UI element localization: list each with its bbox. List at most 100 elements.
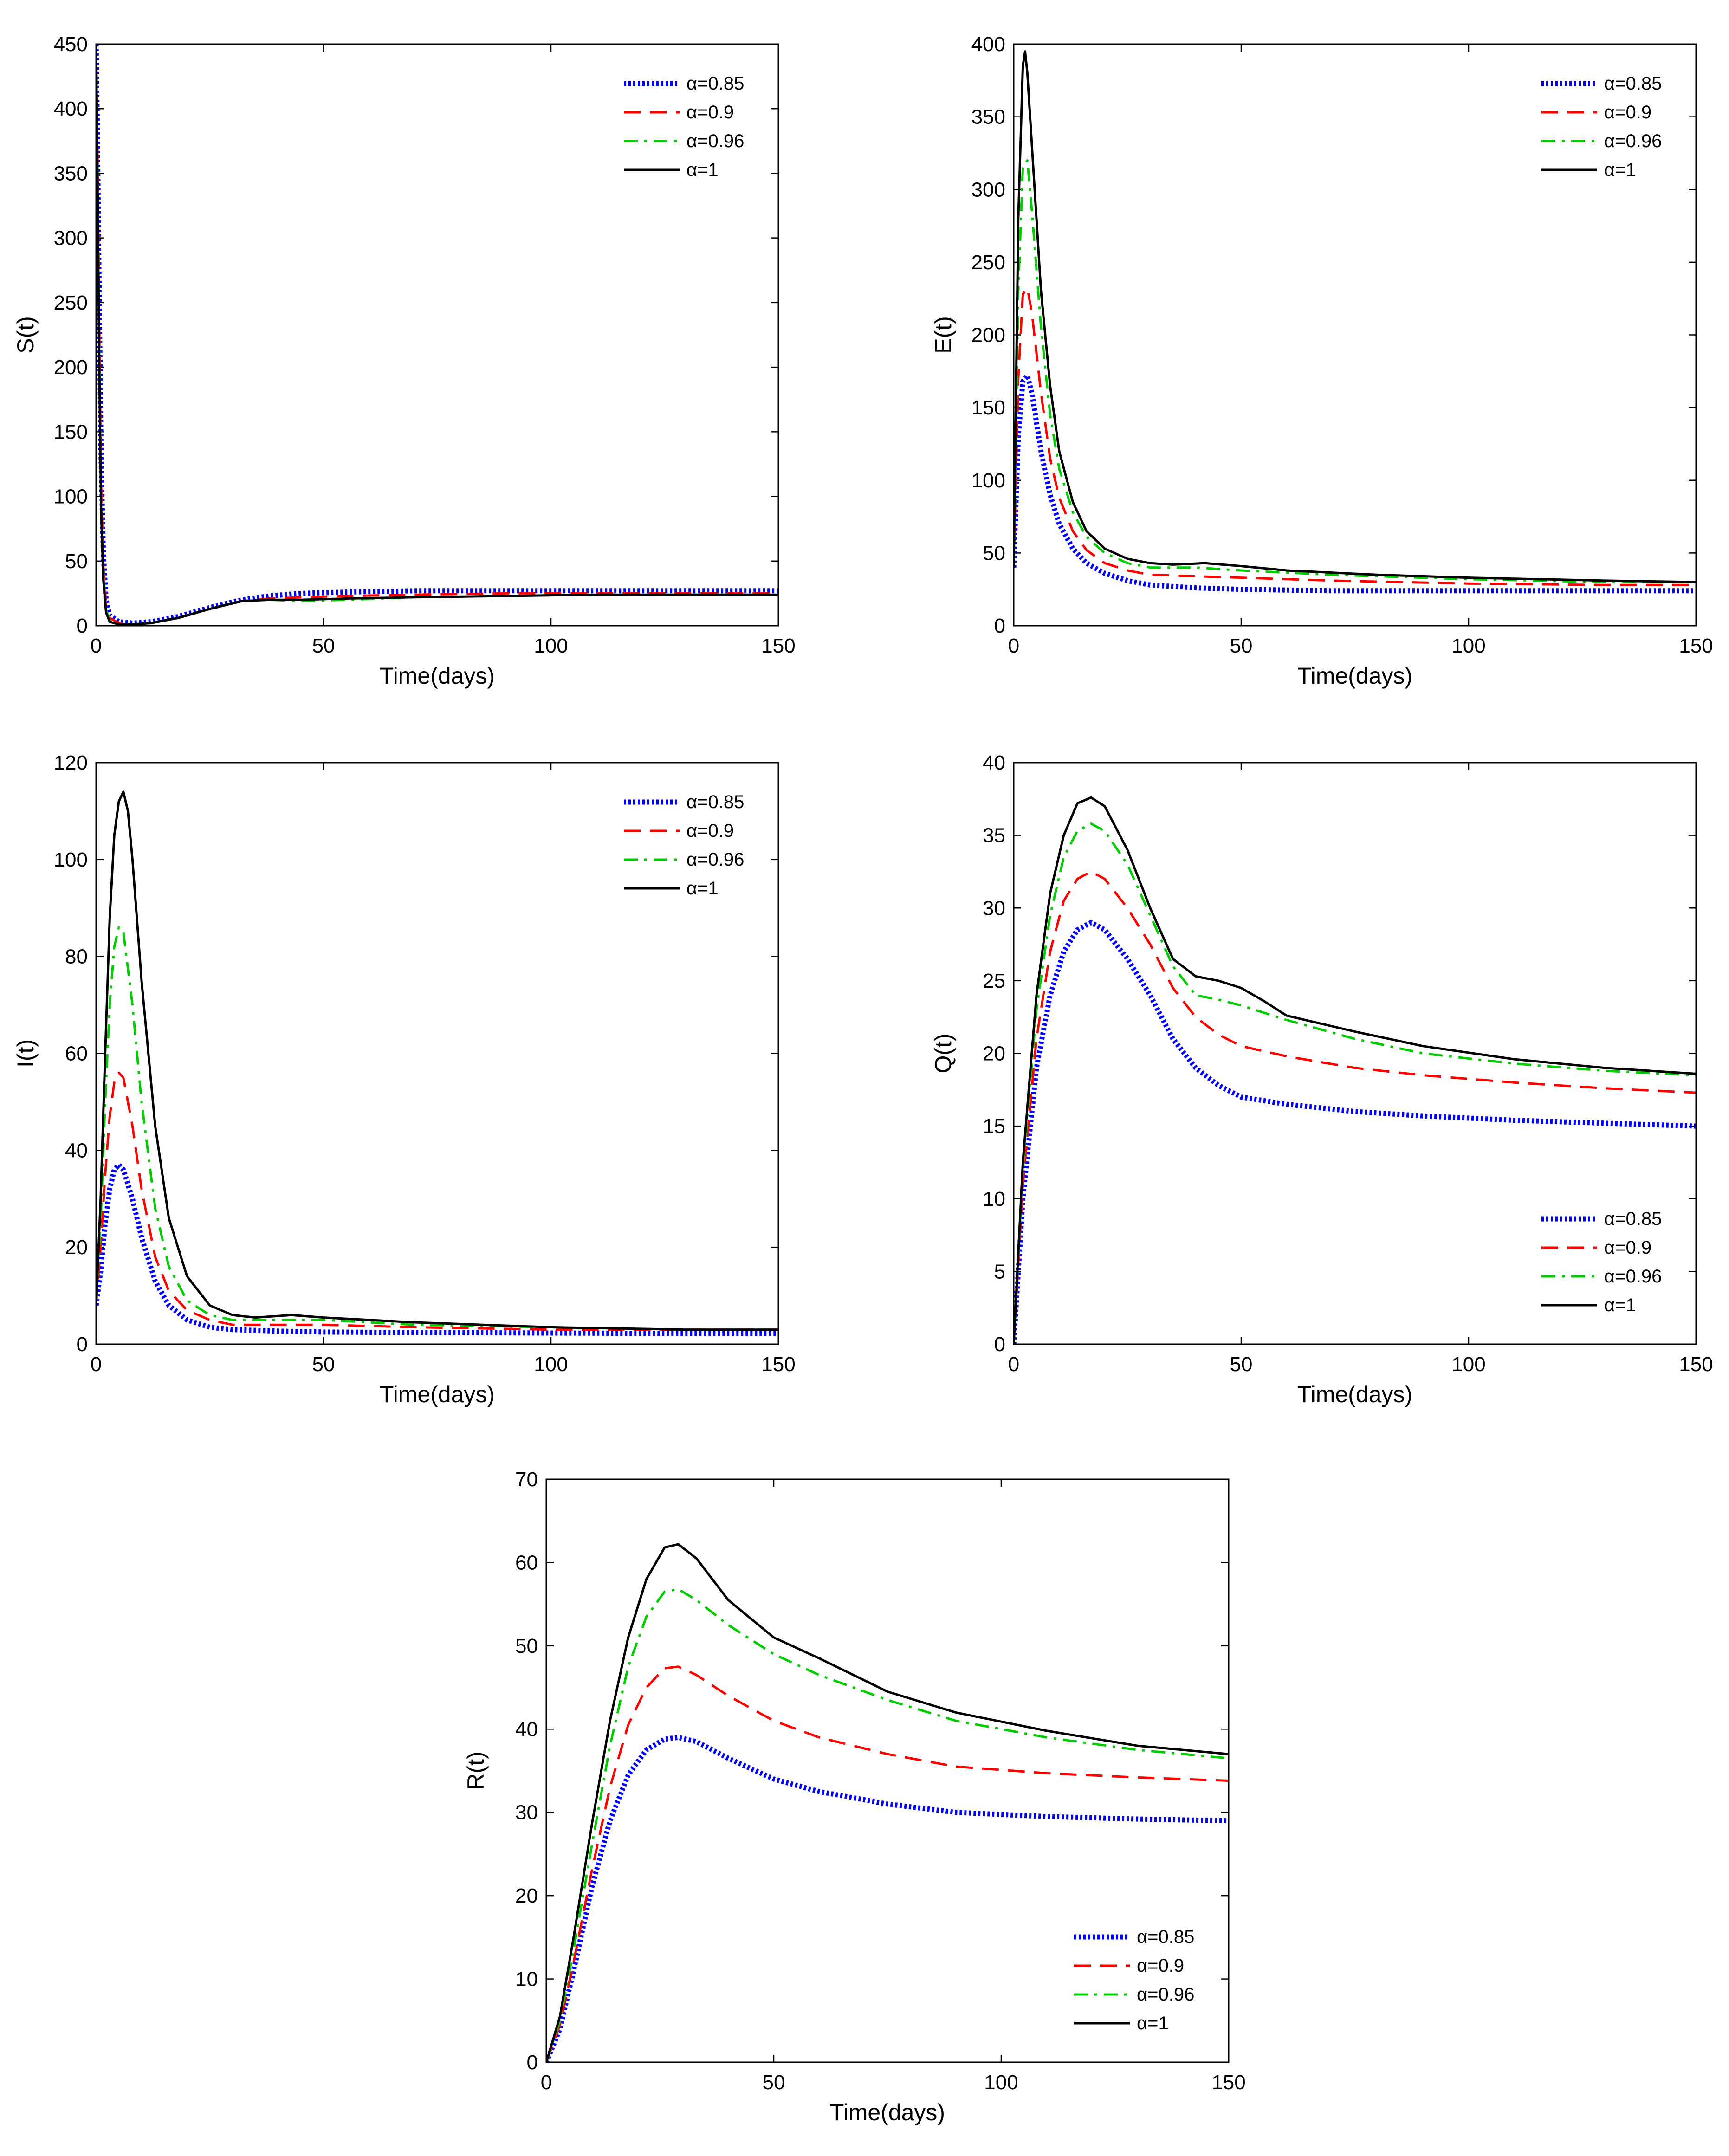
y-tick-label: 300 [54, 227, 88, 250]
y-tick-label: 250 [971, 251, 1005, 274]
y-tick-label: 450 [54, 33, 88, 56]
y-axis-label: R(t) [463, 1751, 489, 1790]
y-tick-label: 0 [527, 2051, 538, 2074]
x-tick-label: 0 [541, 2071, 552, 2094]
y-tick-label: 50 [65, 550, 88, 573]
legend-label: α=0.9 [1137, 1955, 1184, 1976]
series-line-solid [1014, 796, 1696, 1345]
series-line-dashed [1014, 287, 1696, 586]
legend-label: α=1 [686, 160, 719, 180]
legend-label: α=1 [1137, 2013, 1169, 2033]
x-tick-label: 150 [761, 1353, 795, 1376]
y-tick-label: 5 [994, 1260, 1005, 1283]
axes-box [95, 43, 779, 627]
y-tick-label: 60 [65, 1042, 88, 1065]
y-tick-label: 200 [971, 324, 1005, 347]
y-tick-label: 30 [515, 1801, 538, 1824]
x-tick-label: 50 [763, 2071, 785, 2094]
y-tick-label: 35 [983, 824, 1005, 847]
x-axis-label: Time(days) [1297, 1381, 1412, 1407]
legend-label: α=0.85 [686, 73, 744, 94]
legend-label: α=0.96 [1604, 131, 1662, 151]
y-tick-label: 20 [983, 1042, 1005, 1065]
x-axis-label: Time(days) [830, 2099, 945, 2125]
x-axis-label: Time(days) [380, 1381, 495, 1407]
legend-label: α=0.96 [1137, 1984, 1194, 2005]
x-tick-label: 0 [1008, 1353, 1019, 1376]
series-line-dotted [1014, 373, 1696, 594]
series-line-dotted [1014, 920, 1696, 1345]
y-axis-label: I(t) [13, 1039, 39, 1068]
x-tick-label: 150 [1679, 1353, 1713, 1376]
x-tick-label: 150 [1211, 2071, 1245, 2094]
y-tick-label: 40 [515, 1718, 538, 1741]
y-tick-label: 50 [515, 1635, 538, 1657]
x-axis-label: Time(days) [380, 663, 495, 689]
axes-box [95, 762, 779, 1345]
y-axis-label: S(t) [13, 316, 39, 354]
series-line-dotted [546, 1735, 1229, 2064]
y-tick-label: 25 [983, 970, 1005, 992]
x-tick-label: 0 [91, 1353, 102, 1376]
y-tick-label: 20 [65, 1236, 88, 1259]
series-line-solid [1014, 50, 1696, 583]
legend: α=0.85 α=0.9 α=0.96 α=1 [1541, 73, 1662, 180]
y-tick-label: 200 [54, 356, 88, 379]
y-tick-label: 40 [983, 751, 1005, 774]
series-line-solid [96, 44, 778, 626]
y-tick-label: 400 [54, 97, 88, 120]
y-tick-label: 120 [54, 751, 88, 774]
legend-label: α=0.85 [1604, 73, 1662, 94]
y-tick-label: 400 [971, 33, 1005, 56]
axes-box [1013, 762, 1697, 1345]
y-tick-label: 100 [54, 486, 88, 508]
x-tick-label: 50 [1230, 1353, 1253, 1376]
y-tick-label: 80 [65, 945, 88, 968]
y-tick-label: 0 [77, 615, 88, 637]
x-tick-label: 150 [1679, 634, 1713, 657]
series-line-dashed [546, 1665, 1229, 2063]
legend-label: α=0.85 [686, 792, 744, 812]
y-tick-label: 50 [983, 542, 1005, 564]
x-tick-label: 50 [312, 634, 335, 657]
legend-label: α=1 [1604, 160, 1636, 180]
legend: α=0.85 α=0.9 α=0.96 α=1 [1541, 1209, 1662, 1315]
legend: α=0.85 α=0.9 α=0.96 α=1 [624, 792, 744, 899]
x-tick-label: 50 [312, 1353, 335, 1376]
y-tick-label: 250 [54, 291, 88, 314]
series-line-dashed [96, 44, 778, 626]
y-tick-label: 150 [54, 421, 88, 443]
series-line-dashdot [1014, 822, 1696, 1345]
legend: α=0.85 α=0.9 α=0.96 α=1 [624, 73, 744, 180]
x-tick-label: 50 [1230, 634, 1253, 657]
y-tick-label: 10 [983, 1188, 1005, 1211]
axes-box [1013, 43, 1697, 627]
legend-label: α=0.85 [1604, 1209, 1662, 1229]
y-tick-label: 10 [515, 1968, 538, 1991]
legend-label: α=0.9 [1604, 102, 1651, 123]
legend-label: α=0.96 [686, 849, 744, 870]
series-line-dashdot [1014, 159, 1696, 583]
chart-1: 0 50 100 150 0 50 100 150 200 250 300 350 400 450 Time… [13, 33, 796, 689]
chart-4: 0 50 100 150 0 5 10 15 20 25 30 35 40 Time(days) Q(t) α… [930, 751, 1713, 1407]
series-line-dashdot [96, 44, 778, 626]
x-tick-label: 150 [761, 634, 795, 657]
y-tick-label: 40 [65, 1139, 88, 1162]
legend-label: α=0.85 [1137, 1927, 1194, 1947]
legend-label: α=0.9 [686, 102, 734, 123]
legend-label: α=0.96 [1604, 1266, 1662, 1287]
y-tick-label: 350 [54, 162, 88, 185]
series-line-dashdot [96, 926, 778, 1331]
x-tick-label: 100 [984, 2071, 1018, 2094]
legend-label: α=0.9 [1604, 1237, 1651, 1258]
y-tick-label: 0 [77, 1333, 88, 1356]
axes-box [545, 1478, 1230, 2063]
y-tick-label: 30 [983, 897, 1005, 919]
y-tick-label: 100 [54, 848, 88, 871]
y-tick-label: 150 [971, 396, 1005, 419]
legend-label: α=0.9 [686, 821, 734, 841]
y-tick-label: 0 [994, 615, 1005, 637]
legend-label: α=0.96 [686, 131, 744, 151]
series-line-dotted [96, 44, 778, 626]
